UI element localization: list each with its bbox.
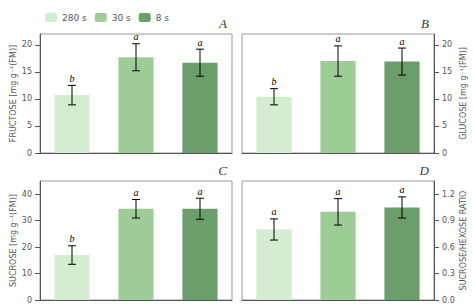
svg-text:0.3: 0.3 bbox=[442, 269, 455, 278]
svg-text:15: 15 bbox=[22, 67, 32, 76]
svg-text:b: b bbox=[272, 76, 277, 87]
svg-text:a: a bbox=[198, 37, 203, 48]
svg-text:10: 10 bbox=[22, 269, 32, 278]
svg-text:a: a bbox=[134, 187, 139, 198]
svg-text:10: 10 bbox=[22, 94, 32, 103]
svg-text:8 s: 8 s bbox=[156, 13, 170, 23]
svg-text:a: a bbox=[134, 31, 139, 42]
svg-text:0: 0 bbox=[442, 149, 447, 158]
svg-text:15: 15 bbox=[442, 67, 452, 76]
svg-text:0.9: 0.9 bbox=[442, 216, 455, 225]
svg-text:1.2: 1.2 bbox=[442, 190, 455, 199]
svg-text:D: D bbox=[419, 163, 430, 178]
svg-text:a: a bbox=[400, 36, 405, 47]
svg-text:b: b bbox=[70, 233, 75, 244]
svg-text:10: 10 bbox=[442, 94, 452, 103]
svg-text:C: C bbox=[218, 163, 227, 178]
svg-text:a: a bbox=[336, 33, 341, 44]
svg-text:0.0: 0.0 bbox=[442, 296, 455, 305]
svg-text:5: 5 bbox=[27, 121, 32, 130]
svg-text:280 s: 280 s bbox=[62, 13, 87, 23]
svg-text:b: b bbox=[70, 73, 75, 84]
svg-text:SUCROSE/HEXOSE RATIO: SUCROSE/HEXOSE RATIO bbox=[459, 191, 468, 291]
svg-text:B: B bbox=[421, 16, 429, 31]
svg-text:a: a bbox=[272, 206, 277, 217]
svg-text:GLUCOSE [mg g⁻¹(FM)]: GLUCOSE [mg g⁻¹(FM)] bbox=[459, 47, 468, 140]
svg-text:30: 30 bbox=[22, 216, 32, 225]
svg-text:20: 20 bbox=[442, 40, 452, 49]
svg-text:a: a bbox=[400, 184, 405, 195]
svg-text:30 s: 30 s bbox=[112, 13, 131, 23]
svg-text:0: 0 bbox=[27, 149, 32, 158]
svg-text:0.6: 0.6 bbox=[442, 243, 455, 252]
svg-text:20: 20 bbox=[22, 40, 32, 49]
svg-text:a: a bbox=[198, 186, 203, 197]
svg-text:40: 40 bbox=[22, 190, 32, 199]
svg-text:a: a bbox=[336, 186, 341, 197]
svg-text:A: A bbox=[218, 16, 227, 31]
svg-text:0: 0 bbox=[27, 296, 32, 305]
svg-text:FRUCTOSE [mg g⁻¹(FM)]: FRUCTOSE [mg g⁻¹(FM)] bbox=[9, 45, 18, 142]
svg-text:SUCROSE [mg g⁻¹(FM)]: SUCROSE [mg g⁻¹(FM)] bbox=[9, 194, 18, 287]
svg-text:20: 20 bbox=[22, 243, 32, 252]
svg-text:5: 5 bbox=[442, 121, 447, 130]
